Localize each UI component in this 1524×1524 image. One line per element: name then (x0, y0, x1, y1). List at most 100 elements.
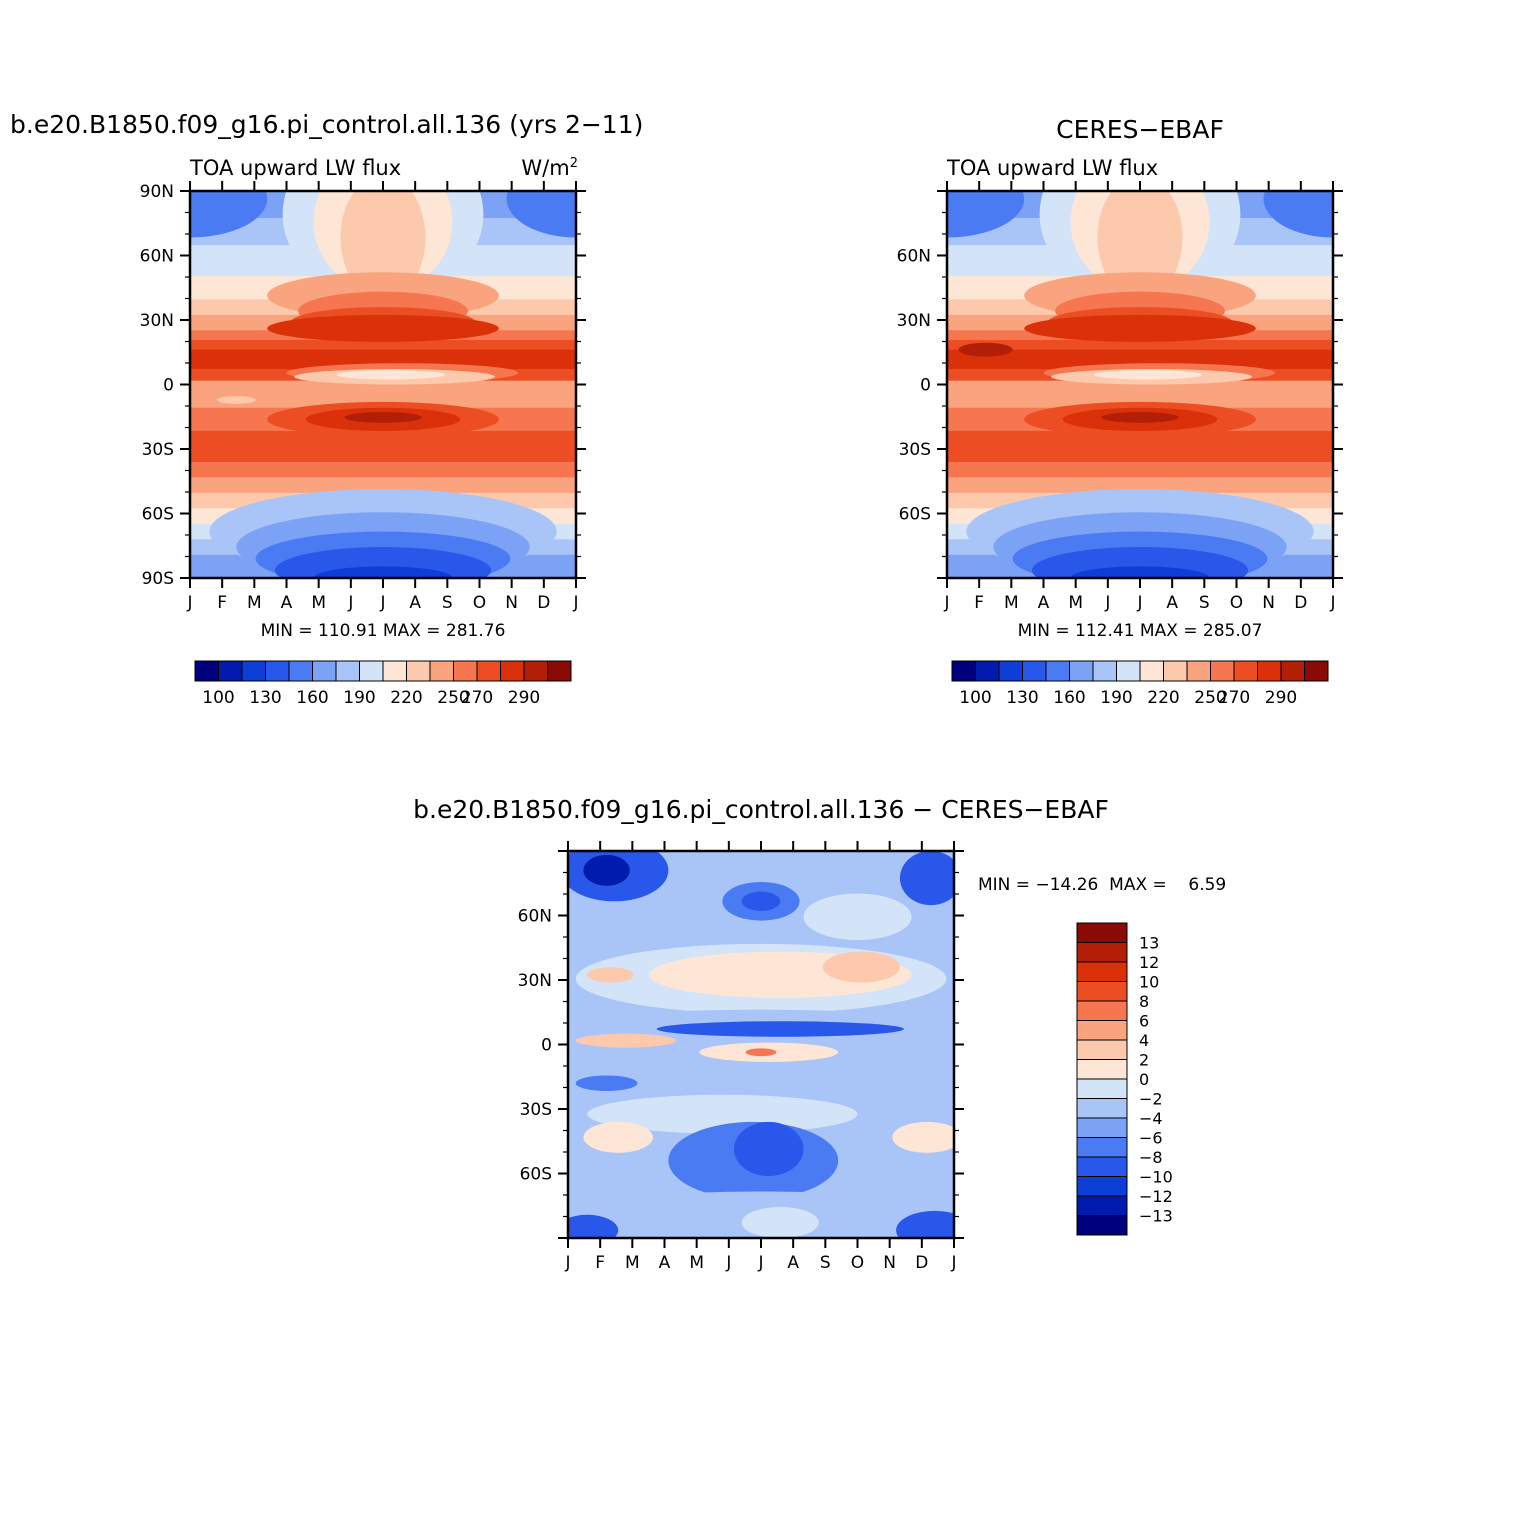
lw-flux-band (344, 411, 422, 423)
model-y-tick-label: 30S (142, 440, 174, 460)
obs-colorbar-box (1045, 660, 1070, 682)
obs-colorbar-label: 100 (959, 688, 991, 708)
model-colorbar-box (335, 660, 360, 682)
diff-band (568, 1214, 619, 1238)
model-contour-field (190, 191, 576, 578)
lw-flux-band (190, 477, 576, 494)
obs-y-tick-label: 0 (920, 376, 931, 396)
lw-flux-band (190, 558, 221, 578)
obs-x-tick-label: S (1199, 593, 1210, 613)
diff-colorbar-label: −8 (1139, 1148, 1163, 1167)
obs-variable-label: TOA upward LW flux (946, 156, 1158, 180)
model-x-tick-label: J (186, 593, 192, 613)
model-colorbar-box (359, 660, 384, 682)
model-x-tick-label: S (442, 593, 453, 613)
obs-colorbar-box (975, 660, 1000, 682)
obs-x-tick-label: A (1038, 593, 1050, 613)
model-x-tick-label: J (347, 593, 353, 613)
panel-model: b.e20.B1850.f09_g16.pi_control.all.136 (… (10, 110, 643, 708)
diff-x-tick-label: A (659, 1253, 671, 1273)
obs-x-tick-label: N (1262, 593, 1275, 613)
lw-flux-band (267, 314, 499, 342)
model-y-tick-label: 90N (140, 182, 174, 202)
obs-colorbar-box (1163, 660, 1188, 682)
diff-band (896, 1210, 954, 1238)
diff-band (741, 1207, 819, 1238)
diff-y-tick-label: 30N (518, 971, 552, 991)
diff-colorbar-box (1076, 961, 1128, 982)
diff-band (803, 893, 912, 941)
diff-colorbar-box (1076, 1156, 1128, 1177)
model-colorbar-box (241, 660, 266, 682)
diff-colorbar-label: 6 (1139, 1012, 1149, 1031)
model-colorbar-box (429, 660, 454, 682)
model-colorbar-box (218, 660, 243, 682)
diff-title: b.e20.B1850.f09_g16.pi_control.all.136 −… (413, 795, 1109, 824)
obs-x-tick-label: J (1329, 593, 1335, 613)
model-colorbar-label: 100 (202, 688, 234, 708)
diff-colorbar-label: −6 (1139, 1129, 1163, 1148)
lw-flux-band (340, 191, 426, 300)
diff-x-tick-label: D (915, 1253, 928, 1273)
model-x-tick-label: F (217, 593, 227, 613)
model-colorbar-label: 160 (296, 688, 328, 708)
obs-x-tick-label: J (1136, 593, 1142, 613)
diff-band (583, 854, 630, 886)
obs-colorbar-box (1069, 660, 1094, 682)
diff-band (892, 1121, 954, 1153)
lw-flux-band (190, 191, 268, 238)
obs-colorbar-box (1304, 660, 1329, 682)
model-y-tick-label: 30N (140, 311, 174, 331)
lw-flux-band (274, 547, 492, 578)
diff-contour-field (568, 851, 954, 1238)
lw-flux-band (1024, 314, 1256, 342)
obs-colorbar-label: 190 (1100, 688, 1132, 708)
diff-colorbar-box (1076, 1117, 1128, 1138)
model-y-tick-label: 90S (142, 569, 174, 589)
obs-colorbar-box (1210, 660, 1235, 682)
lw-flux-band (190, 461, 576, 479)
lw-flux-band (1302, 558, 1333, 578)
model-x-tick-label: A (281, 593, 293, 613)
obs-colorbar-label: 270 (1218, 688, 1250, 708)
model-x-tick-label: A (409, 593, 421, 613)
model-variable-label: TOA upward LW flux (189, 156, 401, 180)
obs-colorbar-box (1257, 660, 1282, 682)
diff-colorbar-box (1076, 922, 1128, 943)
model-y-tick-label: 60N (140, 247, 174, 267)
obs-y-tick-label: 30S (899, 440, 931, 460)
model-colorbar-label: 130 (249, 688, 281, 708)
diff-band (575, 1033, 677, 1048)
diff-colorbar-box (1076, 1098, 1128, 1119)
lw-flux-band (190, 349, 576, 371)
lw-flux-band (190, 339, 576, 351)
obs-x-tick-label: D (1294, 593, 1307, 613)
diff-y-tick-label: 0 (541, 1036, 552, 1056)
diff-band (741, 891, 781, 911)
diff-colorbar-box (1076, 981, 1128, 1002)
diff-colorbar-label: 0 (1139, 1070, 1149, 1089)
model-min-max: MIN = 110.91 MAX = 281.76 (261, 621, 506, 641)
model-colorbar-label: 190 (343, 688, 375, 708)
diff-y-tick-label: 60S (520, 1165, 552, 1185)
diff-band (587, 1094, 858, 1134)
obs-colorbar-label: 160 (1053, 688, 1085, 708)
lw-flux-band (1097, 191, 1183, 300)
diff-colorbar-box (1076, 1137, 1128, 1158)
diff-band (583, 1121, 653, 1153)
diff-x-tick-label: J (564, 1253, 570, 1273)
diff-colorbar-box (1076, 1000, 1128, 1021)
model-colorbar-box (476, 660, 501, 682)
lw-flux-band (217, 396, 256, 404)
model-x-tick-label: M (311, 593, 326, 613)
diff-colorbar-label: 4 (1139, 1031, 1149, 1050)
diff-band (587, 967, 634, 983)
lw-flux-band (506, 191, 576, 238)
model-x-tick-label: O (473, 593, 486, 613)
model-x-tick-label: J (572, 593, 578, 613)
